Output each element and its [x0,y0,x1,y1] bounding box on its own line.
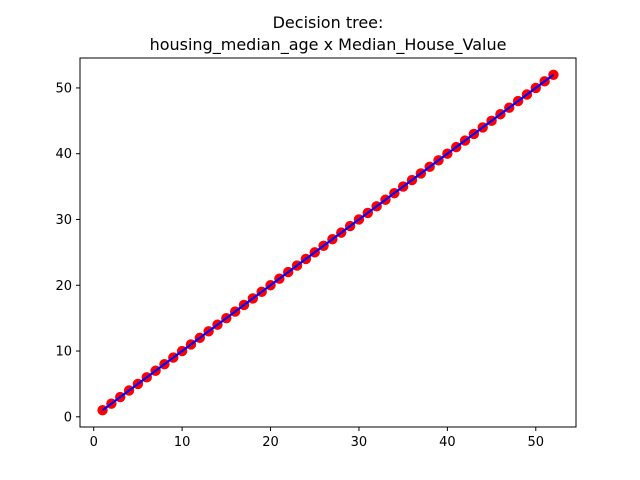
axes: 0 10 20 30 40 50 0 10 20 30 40 50 [55,57,577,450]
x-tick-label: 20 [262,435,279,450]
chart-title-line2: housing_median_age x Median_House_Value [150,35,507,55]
axes-frame [79,57,577,428]
x-tick-label: 50 [527,435,544,450]
y-tick-label: 0 [64,410,72,425]
x-tick-label: 10 [174,435,191,450]
y-tick-label: 20 [55,279,72,294]
y-tick-label: 10 [55,345,72,360]
x-tick-label: 30 [351,435,368,450]
series-line [101,73,555,412]
x-tick-label: 40 [439,435,456,450]
chart-title-line1: Decision tree: [273,13,384,32]
x-tick-label: 0 [90,435,98,450]
y-tick-label: 50 [55,81,72,96]
plot-area [97,69,559,416]
y-tick-label: 40 [55,147,72,162]
y-tick-label: 30 [55,213,72,228]
